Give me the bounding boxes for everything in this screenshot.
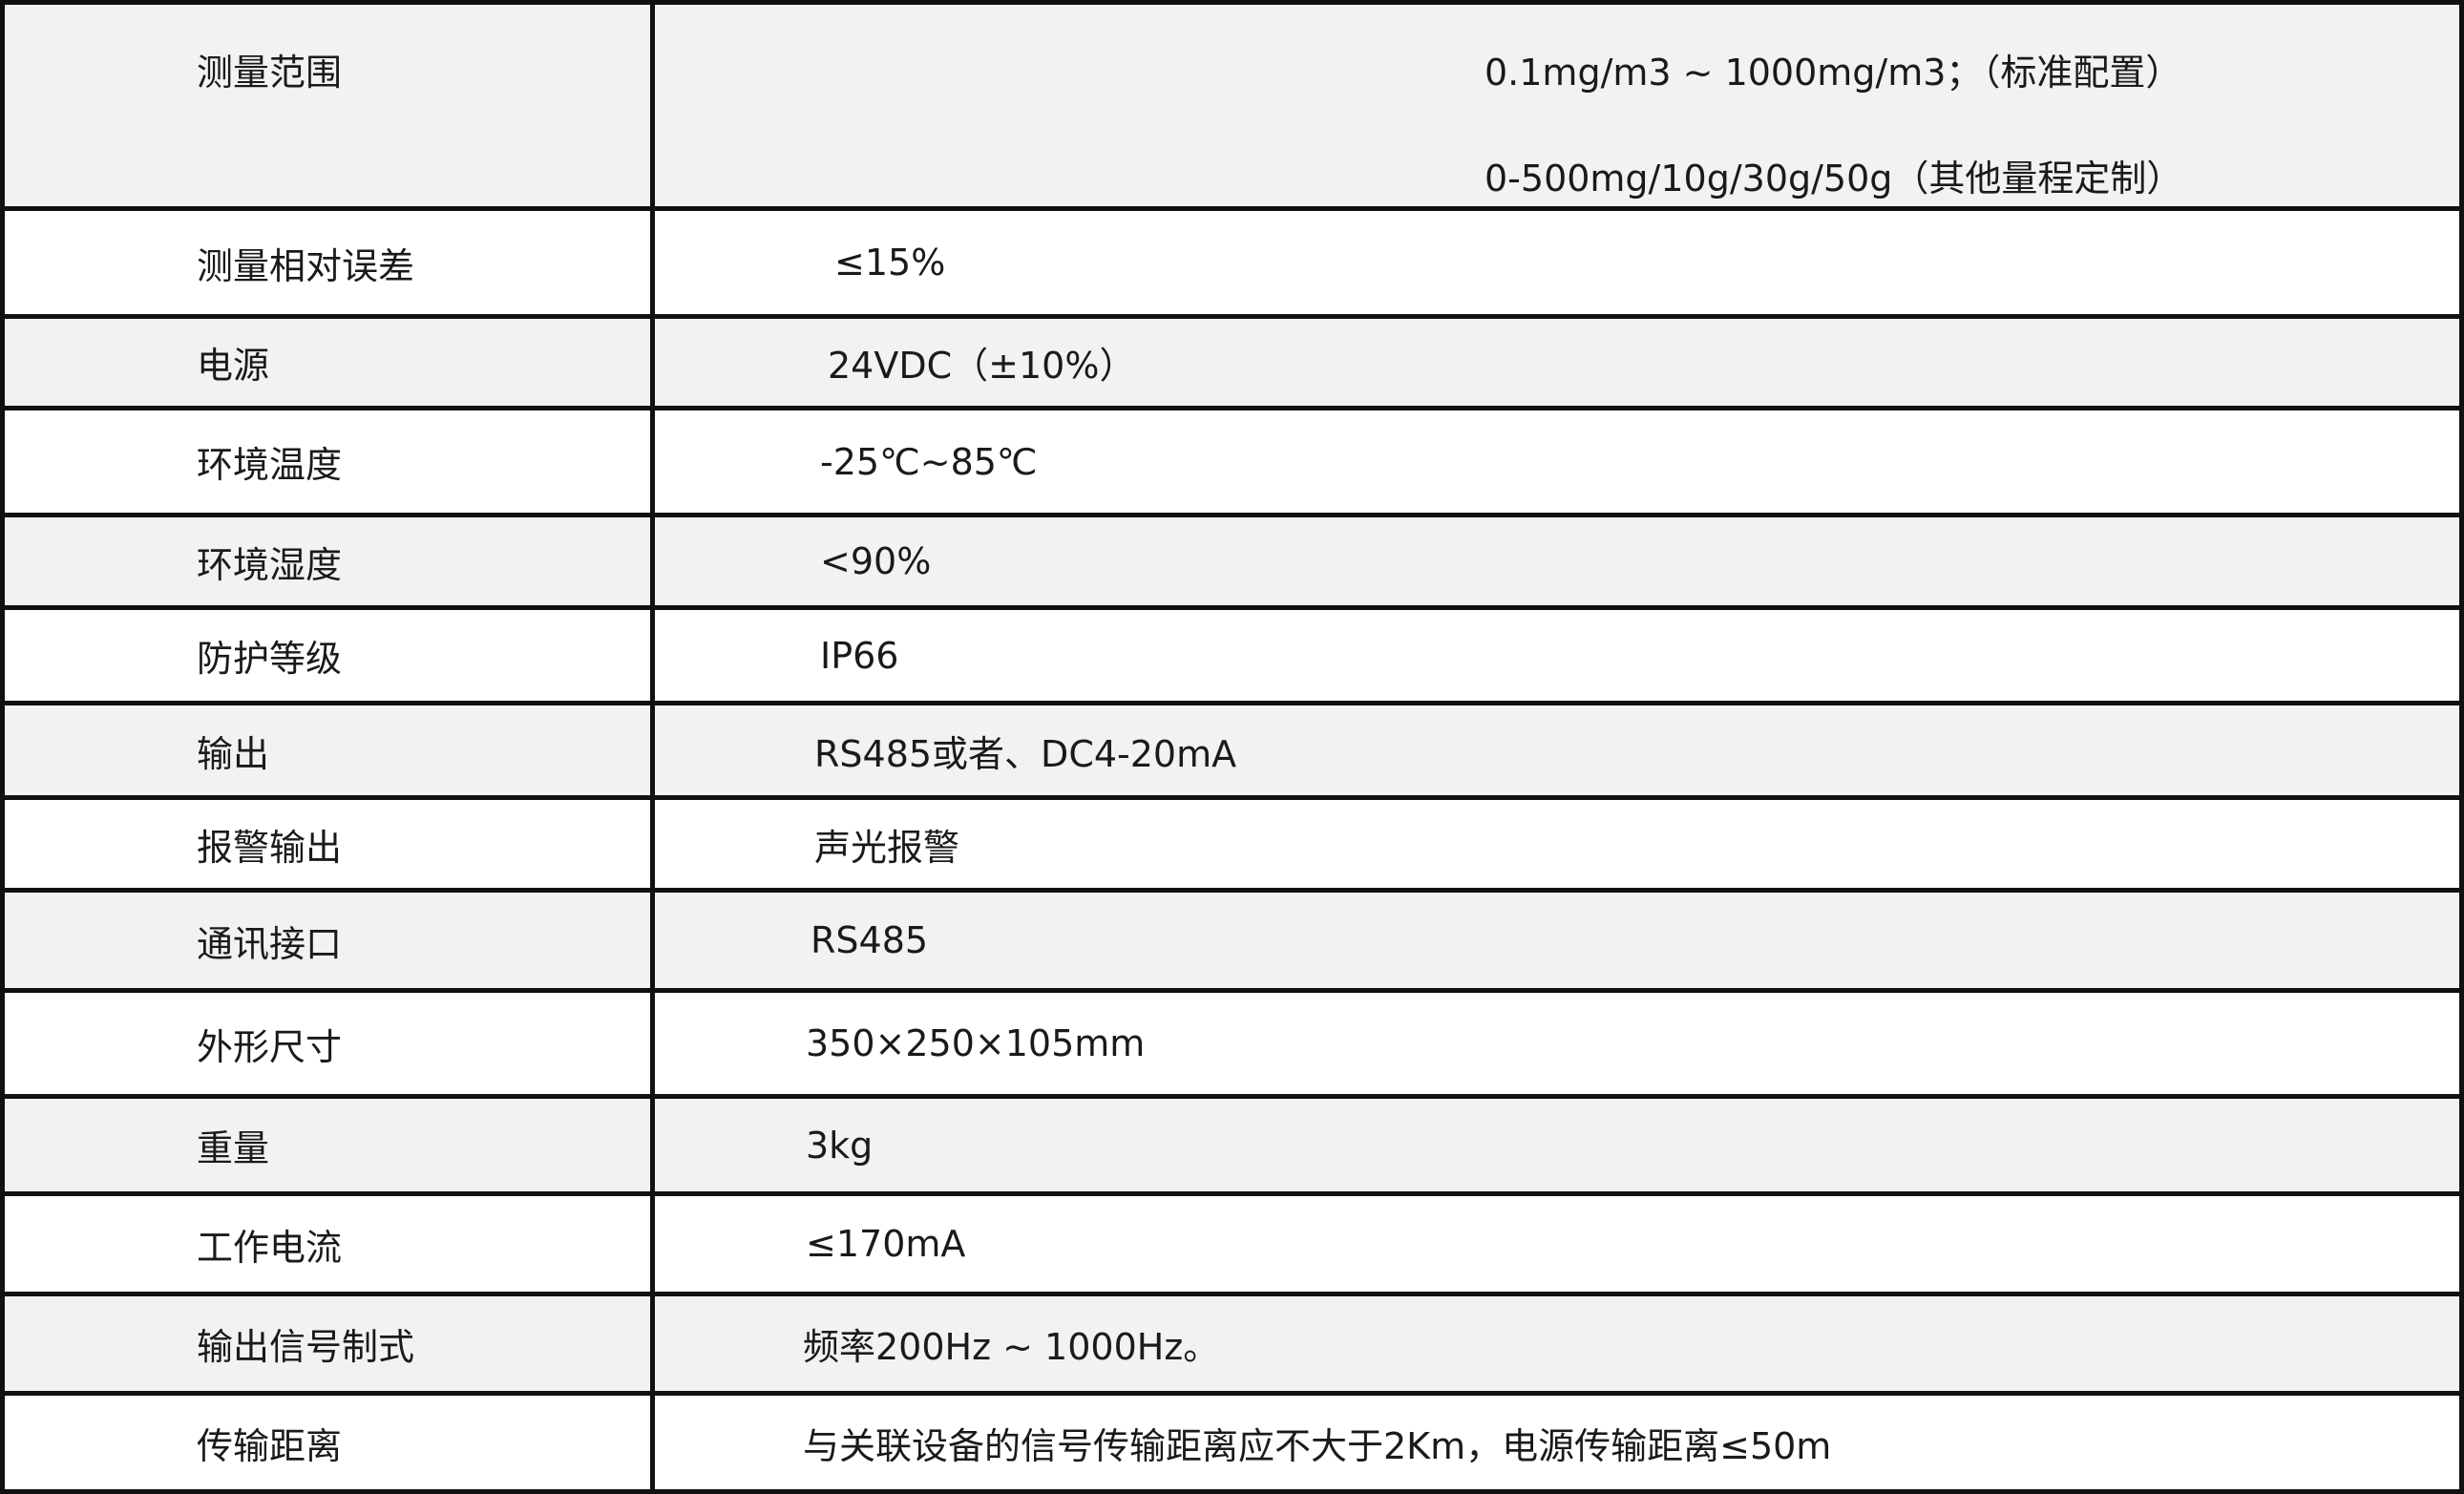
table-row: 传输距离 与关联设备的信号传输距离应不大于2Km，电源传输距离≤50m xyxy=(0,1391,2464,1494)
table-row: 通讯接口 RS485 xyxy=(0,888,2464,993)
row-value: RS485或者、DC4-20mA xyxy=(650,701,2464,800)
row-label: 通讯接口 xyxy=(0,888,655,993)
table-row: 工作电流 ≤170mA xyxy=(0,1191,2464,1296)
table-row: 环境湿度 <90% xyxy=(0,513,2464,610)
row-label: 外形尺寸 xyxy=(0,988,655,1099)
row-label: 环境温度 xyxy=(0,406,655,517)
row-value: 3kg xyxy=(650,1094,2464,1196)
row-value: -25℃~85℃ xyxy=(650,406,2464,517)
table-row: 环境温度 -25℃~85℃ xyxy=(0,406,2464,517)
value-text: 0.1mg/m3 ~ 1000mg/m3；（标准配置） xyxy=(1485,52,2182,94)
table-row: 报警输出 声光报警 xyxy=(0,795,2464,893)
table-row: 测量范围 0.1mg/m3 ~ 1000mg/m3；（标准配置） 0-500mg… xyxy=(0,0,2464,211)
row-label: 输出 xyxy=(0,701,655,800)
table-row: 外形尺寸 350×250×105mm xyxy=(0,988,2464,1099)
row-value: <90% xyxy=(650,513,2464,610)
row-label: 测量相对误差 xyxy=(0,206,655,319)
row-value: 24VDC（±10%） xyxy=(650,314,2464,410)
table-row: 电源 24VDC（±10%） xyxy=(0,314,2464,410)
table-row: 防护等级 IP66 xyxy=(0,605,2464,705)
row-label: 重量 xyxy=(0,1094,655,1196)
table-row: 输出 RS485或者、DC4-20mA xyxy=(0,701,2464,800)
row-label: 测量范围 xyxy=(0,0,655,211)
row-value: 350×250×105mm xyxy=(650,988,2464,1099)
value-text: 0-500mg/10g/30g/50g（其他量程定制） xyxy=(1485,158,2183,200)
row-value: 声光报警 xyxy=(650,795,2464,893)
row-label: 传输距离 xyxy=(0,1391,655,1494)
row-value: 与关联设备的信号传输距离应不大于2Km，电源传输距离≤50m xyxy=(650,1391,2464,1494)
row-value: ≤170mA xyxy=(650,1191,2464,1296)
row-value: RS485 xyxy=(650,888,2464,993)
row-label: 工作电流 xyxy=(0,1191,655,1296)
table-row: 重量 3kg xyxy=(0,1094,2464,1196)
row-label: 防护等级 xyxy=(0,605,655,705)
label-text: 测量范围 xyxy=(197,52,343,94)
row-label: 电源 xyxy=(0,314,655,410)
table-row: 输出信号制式 频率200Hz ~ 1000Hz。 xyxy=(0,1292,2464,1396)
row-value: 频率200Hz ~ 1000Hz。 xyxy=(650,1292,2464,1396)
row-value: IP66 xyxy=(650,605,2464,705)
row-label: 输出信号制式 xyxy=(0,1292,655,1396)
row-label: 环境湿度 xyxy=(0,513,655,610)
row-value: ≤15% xyxy=(650,206,2464,319)
table-row: 测量相对误差 ≤15% xyxy=(0,206,2464,319)
row-value: 0.1mg/m3 ~ 1000mg/m3；（标准配置） 0-500mg/10g/… xyxy=(650,0,2464,211)
row-label: 报警输出 xyxy=(0,795,655,893)
